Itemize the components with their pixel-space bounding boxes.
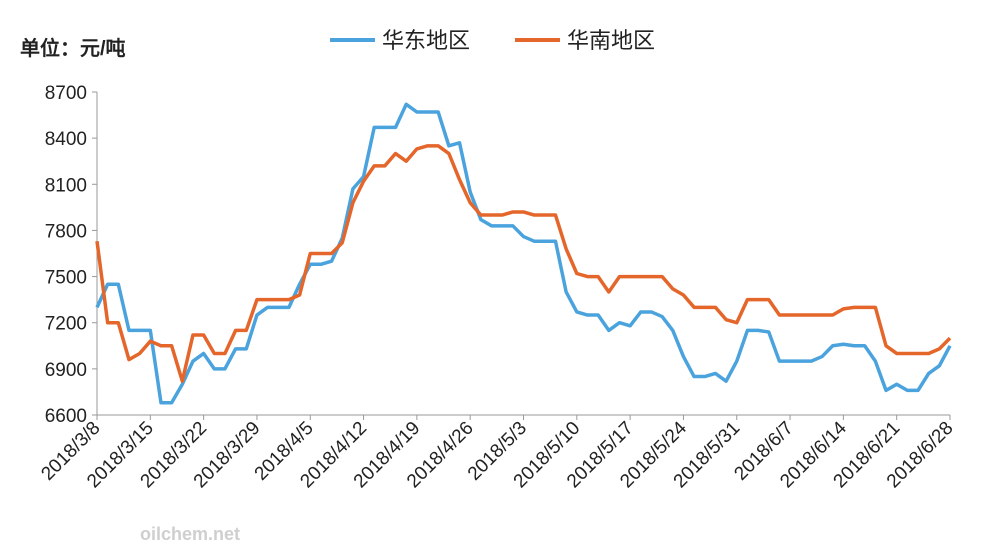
legend-label: 华东地区	[382, 28, 470, 53]
legend-label: 华南地区	[567, 28, 655, 53]
y-tick-label: 6600	[45, 406, 87, 427]
y-tick-label: 8100	[45, 175, 87, 196]
y-tick-label: 6900	[45, 360, 87, 381]
y-tick-label: 8400	[45, 129, 87, 150]
y-tick-label: 8700	[45, 83, 87, 104]
watermark: oilchem.net	[140, 524, 240, 544]
unit-label: 单位：元/吨	[20, 36, 126, 60]
y-tick-label: 7800	[45, 221, 87, 242]
series-line	[95, 144, 952, 383]
y-tick-label: 7500	[45, 268, 87, 289]
y-tick-label: 7200	[45, 314, 87, 335]
series-line	[95, 102, 952, 405]
